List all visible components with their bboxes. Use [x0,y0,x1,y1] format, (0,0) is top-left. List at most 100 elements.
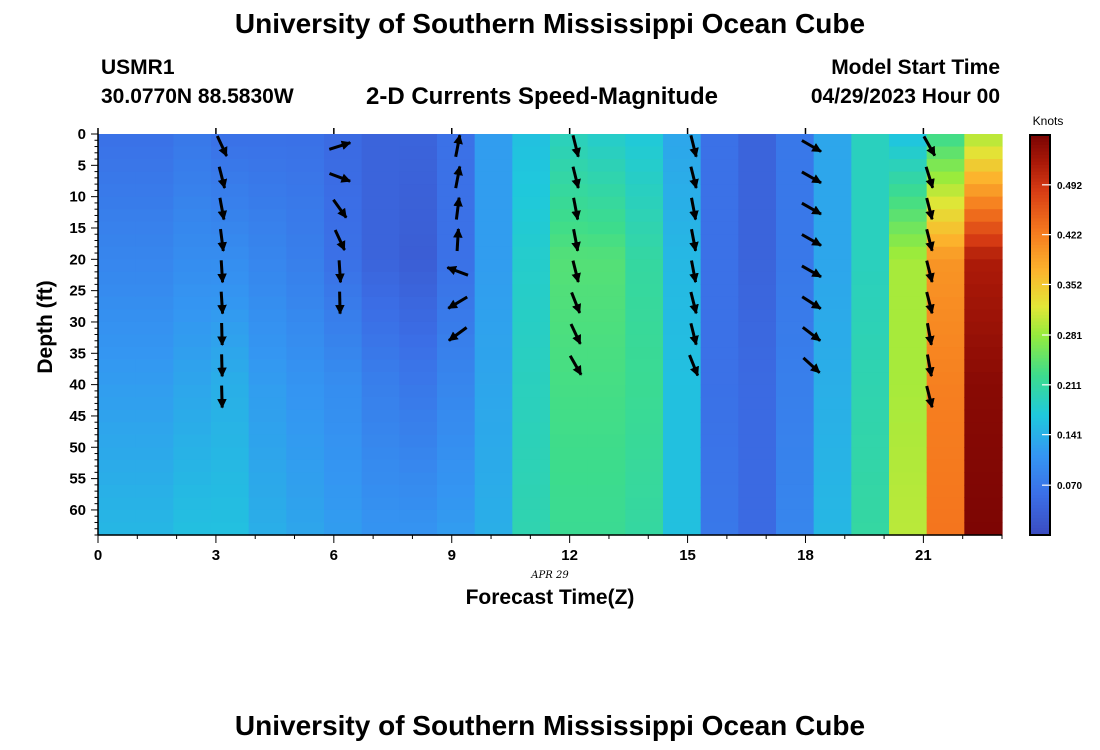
heat-cell [587,209,626,223]
heat-cell [437,472,476,486]
heat-cell [700,522,739,536]
heat-cell [324,334,363,348]
heat-cell [286,509,325,524]
colorbar-band [1030,435,1050,439]
heat-cell [286,497,325,511]
heat-cell [474,409,513,423]
current-arrow [688,354,700,377]
heat-cell [399,209,438,223]
heat-cell [663,347,702,361]
heat-cell [98,459,137,473]
heat-cell [700,134,739,148]
heat-cell [512,472,551,486]
heat-cell [550,509,589,524]
heat-cell [361,459,400,473]
heat-cell [625,234,664,248]
heat-cell [776,171,815,185]
colorbar-band [1030,505,1050,509]
heat-cell [851,284,890,298]
heat-cell [399,196,438,210]
heat-cell [173,159,212,173]
heat-cell [135,434,174,448]
x-tick-label: 12 [561,547,578,564]
heat-cell [173,472,212,486]
heat-cell [700,221,739,235]
heat-cell [324,134,363,148]
heat-cell [964,309,1003,323]
heat-cell [286,234,325,248]
heat-cell [173,134,212,148]
heat-cell [98,159,137,173]
heat-cell [700,422,739,436]
heat-cell [738,422,777,436]
heat-cell [851,434,890,448]
heat-cell [512,359,551,373]
current-arrow [925,197,935,221]
heat-cell [926,296,965,311]
heat-cell [324,221,363,235]
x-tick-label: 6 [330,547,338,564]
colorbar-band [1030,201,1050,206]
heat-cell [248,184,287,198]
colorbar-band [1030,308,1050,313]
heat-cell [135,347,174,361]
current-arrow [689,322,699,346]
heat-cell [135,309,174,323]
heat-cell [964,409,1003,423]
heat-cell [437,372,476,386]
heat-cell [625,171,664,185]
heat-cell [135,196,174,210]
colorbar-band [1030,251,1050,256]
heat-cell [926,397,965,411]
heat-cell [889,234,928,248]
heat-cell [889,459,928,473]
heat-cell [663,472,702,486]
colorbar-band [1030,191,1050,196]
heat-cell [663,134,702,148]
colorbar: 0.070 0.141 0.211 0.281 0.352 0.422 0.492 [1029,134,1082,536]
heat-cell [700,234,739,248]
heat-cell [361,347,400,361]
heat-cell [926,159,965,173]
heat-cell [135,234,174,248]
heat-cell [399,497,438,511]
colorbar-band [1030,351,1050,356]
heat-cell [135,146,174,160]
colorbar-band [1030,275,1050,279]
colorbar-band [1030,365,1050,369]
heat-cell [926,509,965,524]
heat-cell [286,309,325,323]
heat-cell [512,384,551,398]
current-vectors [215,134,937,409]
current-arrow [925,291,935,315]
heat-cell [625,497,664,511]
colorbar-unit: Knots [1033,114,1064,128]
heat-cell [738,296,777,311]
heat-cell [211,296,250,311]
heat-cell [851,459,890,473]
colorbar-band [1030,461,1050,466]
heat-cell [625,134,664,148]
heat-cell [474,434,513,448]
heat-cell [587,509,626,524]
heat-cell [286,384,325,398]
page-title: University of Southern Mississippi Ocean… [234,8,866,39]
heat-cell [211,372,250,386]
heat-cell [926,459,965,473]
heat-cell [512,284,551,298]
heat-cell [813,271,852,285]
heat-cell [851,397,890,411]
heat-cell [437,522,476,536]
heat-cell [700,184,739,198]
heat-cell [173,246,212,260]
heat-cell [437,309,476,323]
heat-cell [437,497,476,511]
heat-cell [889,447,928,461]
heat-cell [399,372,438,386]
heat-cell [813,422,852,436]
heat-cell [399,409,438,423]
heat-cell [550,209,589,223]
heat-cell [248,259,287,273]
heat-cell [625,422,664,436]
heat-cell [324,196,363,210]
